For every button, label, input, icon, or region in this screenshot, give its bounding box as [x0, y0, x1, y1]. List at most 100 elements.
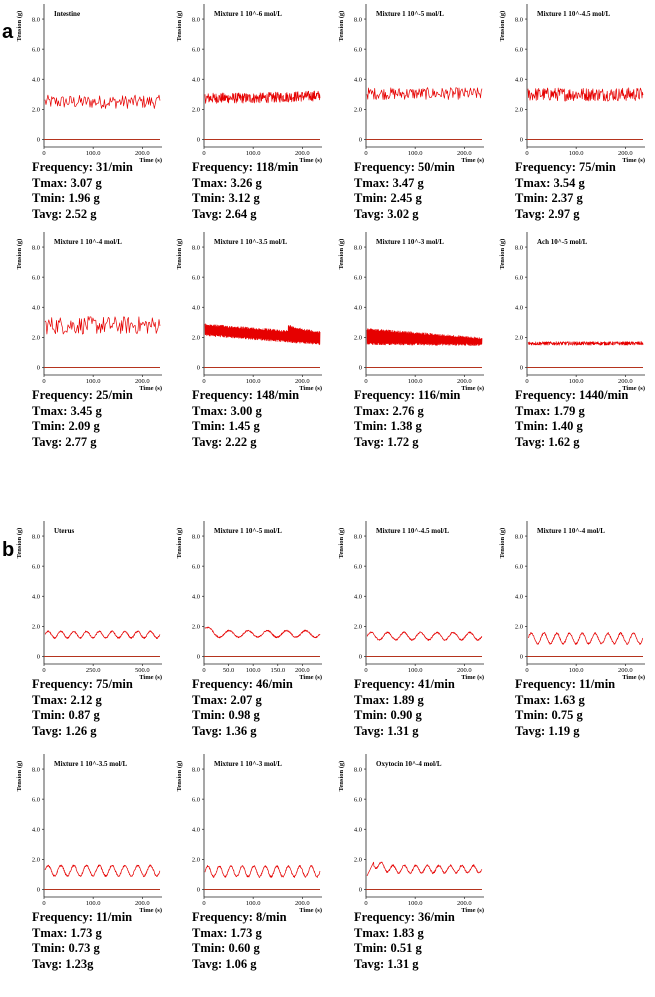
stat-tmax: Tmax: 1.79 g: [515, 403, 585, 418]
chart-panel-a-7: Tension (g) 0 2.0 4.0 6.0 8.0 0 100.0 200.0 Time …: [338, 228, 502, 463]
x-tick-label: 200.0: [135, 378, 150, 385]
x-axis-label: Time (s): [139, 674, 162, 681]
stat-tmax: Tmax: 3.54 g: [515, 175, 585, 190]
x-axis-label: Time (s): [139, 907, 162, 914]
tension-trace: [366, 328, 483, 346]
stats-block: Frequency: 148/min Tmax: 3.00 g Tmin: 1.45…: [192, 388, 299, 450]
y-tick-label: 8.0: [515, 533, 523, 540]
y-tick-label: 4.0: [354, 304, 362, 311]
y-axis-label: Tension (g): [16, 761, 23, 792]
chart-title: Mixture 1 10^-5 mol/L: [376, 10, 444, 18]
x-tick-label: 200.0: [295, 378, 310, 385]
stat-tmin: Tmin: 2.37 g: [515, 191, 583, 205]
x-axis-label: Time (s): [622, 385, 645, 392]
x-axis-label: Time (s): [139, 385, 162, 392]
y-tick-label: 0: [359, 365, 362, 372]
tension-chart: Tension (g) 0 2.0 4.0 6.0 8.0 0 100.0 200.0Time …: [176, 754, 322, 914]
chart-title: Mixture 1 10^-4.5 mol/L: [537, 10, 610, 18]
tension-trace: [204, 864, 321, 878]
x-tick-label: 0: [525, 150, 528, 157]
tension-trace: [366, 87, 483, 100]
y-tick-label: 6.0: [32, 274, 40, 281]
x-axis-label: Time (s): [461, 385, 484, 392]
y-tick-label: 8.0: [192, 16, 200, 23]
chart-panel-a-5: Tension (g) 0 2.0 4.0 6.0 8.0 0 100.0 200.0 Time …: [16, 228, 180, 463]
stat-frequency: Frequency: 41/min: [354, 677, 455, 691]
tension-chart: Tension (g) 0 2.0 4.0 6.0 8.0 0 100.0 200.0Time …: [499, 4, 645, 164]
tension-chart: Tension (g) 0 2.0 4.0 6.0 8.0 0 250.0 500.0Time …: [16, 521, 162, 681]
x-axis-label: Time (s): [299, 385, 322, 392]
tension-trace: [204, 90, 321, 104]
y-axis-label: Tension (g): [176, 761, 183, 792]
y-tick-label: 8.0: [354, 766, 362, 773]
stat-tmax: Tmax: 1.73 g: [32, 925, 102, 940]
x-tick-label: 0: [364, 378, 367, 385]
stat-tmax: Tmax: 1.83 g: [354, 925, 424, 940]
stats-block: Frequency: 11/min Tmax: 1.73 g Tmin: 0.73 …: [32, 910, 132, 972]
stats-block: Frequency: 41/min Tmax: 1.89 g Tmin: 0.90 …: [354, 677, 455, 739]
x-tick-label: 200.0: [457, 150, 472, 157]
y-tick-label: 4.0: [192, 826, 200, 833]
x-tick-label: 0: [42, 667, 45, 674]
stat-tmin: Tmin: 2.45 g: [354, 191, 422, 205]
stat-tavg: Tavg: 2.77 g: [32, 434, 97, 449]
x-tick-label: 0: [202, 150, 205, 157]
x-tick-label: 0: [525, 667, 528, 674]
x-tick-label: 100.0: [408, 900, 423, 907]
chart-title: Mixture 1 10^-4 mol/L: [54, 238, 122, 246]
chart-panel-a-4: Tension (g) 0 2.0 4.0 6.0 8.0 0 100.0 200.0 Time …: [499, 0, 655, 235]
y-tick-label: 8.0: [515, 244, 523, 251]
stat-tavg: Tavg: 1.31 g: [354, 956, 419, 971]
y-axis-label: Tension (g): [499, 11, 506, 42]
stat-tmax: Tmax: 1.63 g: [515, 692, 585, 707]
stat-tavg: Tavg: 2.97 g: [515, 206, 580, 221]
stats-block: Frequency: 36/min Tmax: 1.83 g Tmin: 0.51 …: [354, 910, 455, 972]
y-tick-label: 0: [37, 654, 40, 661]
stat-frequency: Frequency: 8/min: [192, 910, 287, 924]
y-tick-label: 6.0: [354, 563, 362, 570]
y-tick-label: 0: [37, 365, 40, 372]
x-tick-label: 0: [202, 900, 205, 907]
y-axis-label: Tension (g): [16, 528, 23, 559]
tension-trace: [44, 864, 161, 878]
stat-frequency: Frequency: 116/min: [354, 388, 461, 402]
stats-block: Frequency: 46/min Tmax: 2.07 g Tmin: 0.98 …: [192, 677, 293, 739]
stat-tmax: Tmax: 1.89 g: [354, 692, 424, 707]
stats-block: Frequency: 8/min Tmax: 1.73 g Tmin: 0.60 g…: [192, 910, 287, 972]
y-tick-label: 2.0: [192, 857, 200, 864]
stat-frequency: Frequency: 148/min: [192, 388, 300, 402]
x-axis-label: Time (s): [461, 674, 484, 681]
y-tick-label: 8.0: [354, 533, 362, 540]
stat-tmin: Tmin: 1.38 g: [354, 419, 422, 433]
x-tick-label: 50.0: [223, 667, 234, 674]
y-tick-label: 0: [520, 654, 523, 661]
y-tick-label: 6.0: [192, 796, 200, 803]
y-axis-label: Tension (g): [338, 761, 345, 792]
stat-tavg: Tavg: 2.22 g: [192, 434, 257, 449]
y-tick-label: 4.0: [515, 593, 523, 600]
y-tick-label: 0: [37, 887, 40, 894]
stats-block: Frequency: 31/min Tmax: 3.07 g Tmin: 1.96 …: [32, 160, 133, 222]
stat-tmin: Tmin: 0.51 g: [354, 941, 422, 955]
y-tick-label: 8.0: [354, 16, 362, 23]
chart-title: Oxytocin 10^-4 mol/L: [376, 760, 442, 768]
chart-panel-a-2: Tension (g) 0 2.0 4.0 6.0 8.0 0 100.0 200.0 Time …: [176, 0, 340, 235]
stat-tavg: Tavg: 1.36 g: [192, 723, 257, 738]
y-tick-label: 8.0: [354, 244, 362, 251]
y-tick-label: 0: [197, 654, 200, 661]
y-tick-label: 6.0: [515, 274, 523, 281]
y-tick-label: 4.0: [192, 304, 200, 311]
chart-title: Mixture 1 10^-5 mol/L: [214, 527, 282, 535]
stats-block: Frequency: 116/min Tmax: 2.76 g Tmin: 1.38…: [354, 388, 460, 450]
y-tick-label: 0: [359, 654, 362, 661]
y-tick-label: 4.0: [32, 304, 40, 311]
x-tick-label: 100.0: [86, 378, 101, 385]
y-tick-label: 6.0: [192, 563, 200, 570]
x-tick-label: 0: [42, 900, 45, 907]
x-tick-label: 0: [364, 667, 367, 674]
y-tick-label: 4.0: [354, 826, 362, 833]
y-tick-label: 0: [359, 137, 362, 144]
x-tick-label: 100.0: [86, 900, 101, 907]
x-tick-label: 0: [525, 378, 528, 385]
stat-frequency: Frequency: 31/min: [32, 160, 133, 174]
